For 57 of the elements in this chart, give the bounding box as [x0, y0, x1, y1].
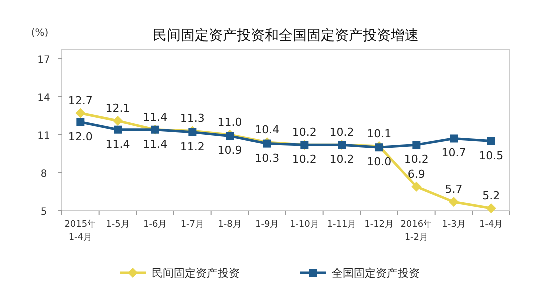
- x-tick-label: 1-6月: [143, 220, 168, 230]
- data-label: 10.2: [330, 126, 354, 140]
- data-label: 10.4: [255, 124, 280, 137]
- point: [412, 141, 421, 150]
- data-label: 11.0: [218, 116, 242, 129]
- data-label: 12.1: [106, 102, 130, 115]
- legend-label: 全国固定资产投资: [332, 267, 420, 280]
- x-tick-label: 1-7月: [180, 220, 205, 230]
- data-label: 11.3: [180, 112, 205, 126]
- data-label: 6.9: [408, 168, 426, 181]
- data-label: 10.3: [255, 152, 280, 165]
- data-label: 10.7: [442, 146, 466, 160]
- x-tick-label: 1-10月: [290, 220, 320, 230]
- y-tick-label: 14: [38, 92, 50, 104]
- x-tick-label: 2016年 1-2月: [400, 219, 433, 243]
- y-tick-label: 5: [40, 207, 48, 218]
- point: [113, 116, 123, 126]
- point: [226, 132, 234, 140]
- data-label: 12.0: [68, 130, 93, 144]
- data-label: 10.1: [367, 127, 392, 140]
- point: [449, 197, 459, 208]
- data-label: 5.2: [482, 189, 500, 202]
- point: [76, 118, 85, 126]
- point: [487, 137, 496, 146]
- data-label: 11.2: [180, 140, 205, 154]
- data-label: 10.2: [292, 153, 317, 166]
- x-tick-label: 1-12月: [364, 220, 394, 230]
- data-label: 10.2: [404, 153, 429, 166]
- data-label: 11.4: [106, 138, 130, 151]
- data-label: 5.7: [445, 183, 463, 196]
- y-tick-label: 17: [38, 54, 50, 66]
- y-axis-title: (%): [31, 28, 49, 39]
- data-label: 10.2: [292, 126, 317, 140]
- x-tick-label: 2015年 1-4月: [64, 219, 97, 243]
- y-tick-label: 8: [40, 168, 48, 180]
- x-tick-label: 1-9月: [255, 220, 280, 230]
- x-tick-label: 1-11月: [327, 220, 357, 230]
- point: [114, 126, 122, 134]
- chart-title: 民间固定资产投资和全国固定资产投资增速: [153, 28, 419, 44]
- point: [375, 144, 384, 152]
- data-label: 11.4: [143, 138, 168, 151]
- x-tick-label: 1-4月: [479, 220, 504, 230]
- point: [450, 134, 458, 143]
- legend-label: 民间固定资产投资: [152, 267, 240, 280]
- data-label: 10.5: [479, 149, 504, 162]
- data-label: 11.4: [143, 110, 168, 124]
- data-label: 10.0: [367, 156, 392, 169]
- x-tick-label: 1-8月: [218, 220, 242, 230]
- point: [76, 108, 86, 118]
- data-label: 12.7: [68, 94, 93, 108]
- data-label: 10.9: [218, 144, 242, 158]
- y-tick-label: 11: [38, 130, 50, 142]
- point: [412, 182, 422, 192]
- point: [486, 203, 496, 214]
- x-tick-label: 1-3月: [442, 220, 466, 230]
- x-tick-label: 1-5月: [106, 220, 130, 230]
- data-label: 10.2: [330, 153, 354, 166]
